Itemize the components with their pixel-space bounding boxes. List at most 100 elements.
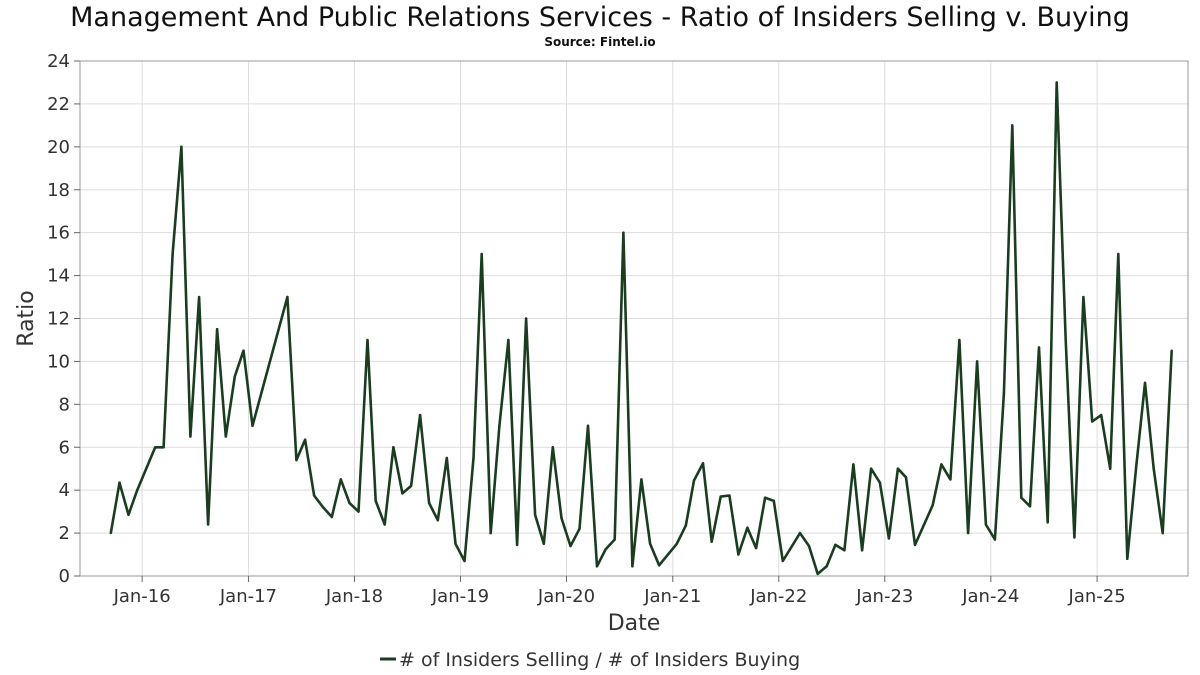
data-point: [409, 484, 413, 488]
data-point: [569, 544, 572, 548]
data-point: [604, 547, 607, 551]
data-point: [251, 424, 254, 427]
data-point: [109, 531, 112, 535]
data-point: [852, 463, 855, 466]
data-point: [675, 542, 679, 546]
data-point: [746, 526, 749, 529]
series-line: [109, 81, 1173, 576]
data-point: [392, 446, 395, 449]
data-point: [215, 328, 219, 331]
data-point: [1108, 467, 1112, 470]
data-point: [118, 481, 121, 484]
data-point: [524, 317, 528, 320]
data-point: [224, 435, 227, 438]
data-point: [330, 515, 334, 519]
data-point: [515, 543, 519, 547]
data-point: [383, 523, 386, 526]
data-point: [162, 446, 165, 449]
data-point: [896, 467, 900, 470]
x-tick-label: Jan-20: [537, 586, 595, 607]
y-tick-label: 12: [47, 309, 70, 330]
data-point: [843, 549, 846, 552]
data-point: [242, 349, 245, 352]
data-point: [339, 478, 343, 481]
data-point: [931, 503, 934, 507]
data-point: [374, 499, 377, 503]
data-point: [1152, 467, 1155, 470]
data-point: [1134, 467, 1138, 470]
x-tick-label: Jan-22: [749, 586, 807, 607]
data-point: [136, 488, 139, 492]
data-point: [1170, 349, 1173, 352]
data-point: [1082, 295, 1085, 299]
y-tick-label: 10: [47, 351, 70, 372]
chart-title: Management And Public Relations Services…: [70, 2, 1130, 33]
data-point: [719, 495, 722, 498]
data-point: [834, 543, 837, 547]
data-point: [542, 542, 546, 546]
data-point: [436, 519, 440, 522]
y-axis-title: Ratio: [14, 290, 39, 346]
data-point: [975, 360, 979, 363]
data-point: [657, 564, 661, 567]
data-point: [692, 479, 696, 482]
data-point: [772, 499, 776, 503]
data-point: [1046, 521, 1049, 524]
y-tick-label: 2: [59, 523, 70, 544]
y-tick-label: 22: [47, 94, 70, 115]
x-tick-label: Jan-24: [961, 586, 1019, 607]
data-point: [631, 565, 634, 568]
x-tick-label: Jan-17: [219, 586, 277, 607]
data-point: [171, 252, 174, 256]
data-point: [348, 501, 351, 505]
data-point: [1117, 252, 1120, 256]
x-tick-label: Jan-21: [643, 586, 701, 607]
data-point: [1099, 413, 1103, 417]
data-point: [701, 462, 705, 465]
data-point: [940, 463, 943, 466]
data-point: [1002, 392, 1006, 395]
data-point: [154, 446, 157, 449]
data-point: [763, 496, 767, 499]
data-point: [798, 531, 802, 535]
data-point: [463, 559, 466, 563]
data-point: [640, 478, 643, 481]
data-point: [1161, 531, 1164, 535]
y-tick-label: 24: [47, 51, 70, 72]
data-point: [816, 572, 819, 576]
data-point: [127, 513, 130, 517]
data-point: [622, 231, 625, 234]
data-point: [1028, 505, 1032, 508]
data-point: [445, 456, 449, 460]
x-axis-ticks: Jan-16 Jan-17 Jan-18 Jan-19 Jan-20 Jan-21 Jan-…: [113, 576, 1126, 607]
data-point: [498, 424, 501, 427]
data-point: [613, 538, 616, 541]
data-point: [648, 542, 652, 546]
x-tick-label: Jan-23: [855, 586, 913, 607]
data-point: [958, 338, 961, 342]
data-point: [1064, 338, 1067, 342]
data-point: [728, 494, 731, 497]
data-point: [860, 549, 864, 552]
data-point: [233, 375, 237, 378]
data-point: [295, 458, 298, 462]
data-point: [533, 513, 537, 517]
data-point: [1143, 381, 1147, 385]
data-point: [754, 546, 758, 550]
data-point: [1090, 420, 1094, 423]
data-point: [489, 531, 492, 535]
series-layer: [109, 81, 1173, 576]
data-point: [189, 435, 192, 438]
data-point: [321, 506, 325, 509]
y-tick-label: 6: [59, 437, 70, 458]
legend: # of Insiders Selling / # of Insiders Bu…: [380, 649, 800, 671]
y-tick-label: 8: [59, 394, 70, 415]
y-tick-label: 16: [47, 223, 70, 244]
data-point: [366, 338, 369, 342]
data-point: [578, 527, 581, 530]
data-point: [966, 531, 970, 535]
data-point: [807, 544, 811, 548]
data-point: [480, 252, 483, 256]
y-tick-label: 4: [59, 480, 70, 501]
